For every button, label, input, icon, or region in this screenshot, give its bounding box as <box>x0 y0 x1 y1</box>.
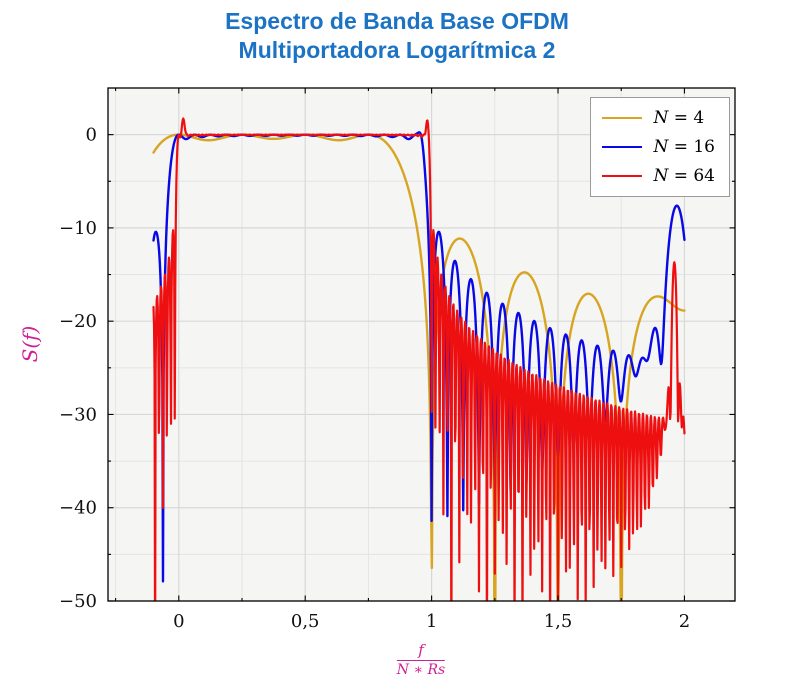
x-tick-label-1: 0,5 <box>291 611 320 632</box>
legend-line-swatch-n16 <box>602 146 643 148</box>
y-tick-label-0: 0 <box>86 125 97 146</box>
y-tick-label-1: −10 <box>59 218 97 239</box>
legend-label-n16: N = 16 <box>653 137 715 157</box>
chart-title: Espectro de Banda Base OFDM Multiportado… <box>0 7 794 65</box>
legend-label-n4: N = 4 <box>653 108 705 128</box>
y-axis-label: S(f) <box>18 325 42 363</box>
y-tick-label-3: −30 <box>59 404 97 425</box>
y-tick-label-4: −40 <box>59 498 97 519</box>
legend-line-swatch-n4 <box>602 117 643 119</box>
series-line-n64 <box>152 117 686 601</box>
y-tick-label-2: −20 <box>59 311 97 332</box>
legend-item-n64: N = 64 <box>602 166 715 186</box>
y-tick-label-5: −50 <box>59 591 97 612</box>
x-axis-label-numerator: f <box>396 641 446 661</box>
x-tick-labels: 0 0,5 1 1,5 2 <box>173 611 690 632</box>
x-tick-label-3: 1,5 <box>544 611 573 632</box>
legend-label-n64: N = 64 <box>653 166 715 186</box>
legend-item-n16: N = 16 <box>602 137 715 157</box>
chart-title-line1: Espectro de Banda Base OFDM <box>225 8 569 34</box>
x-tick-label-2: 1 <box>426 611 437 632</box>
chart-title-line2: Multiportadora Logarítmica 2 <box>238 37 556 63</box>
axis-ticks <box>108 88 735 602</box>
legend: N = 4 N = 16 N = 64 <box>590 97 730 197</box>
x-axis-label: f N ∗ Rs <box>396 641 446 678</box>
x-tick-label-4: 2 <box>679 611 690 632</box>
x-tick-label-0: 0 <box>173 611 184 632</box>
y-tick-labels: 0 −10 −20 −30 −40 −50 <box>59 125 97 612</box>
legend-line-swatch-n64 <box>602 175 643 177</box>
legend-item-n4: N = 4 <box>602 108 715 128</box>
x-axis-label-denominator: N ∗ Rs <box>396 662 446 678</box>
plot-frame <box>107 87 736 602</box>
